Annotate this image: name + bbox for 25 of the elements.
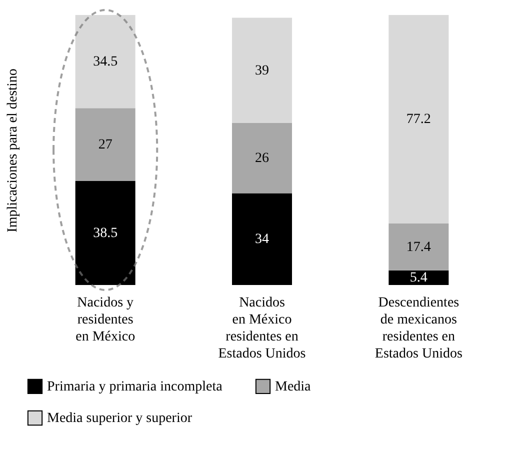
data-label: 26 [255, 151, 269, 166]
bar [75, 108, 136, 182]
data-label: 39 [255, 63, 269, 78]
bar [75, 15, 136, 108]
data-label: 77.2 [406, 112, 431, 128]
bar [388, 15, 449, 224]
bar [75, 181, 136, 285]
bar [388, 270, 449, 285]
x-tick-label: Nacidos en México residentes en Estados Unidos [218, 296, 306, 362]
data-label: 17.4 [406, 240, 431, 255]
data-label: 5.4 [410, 270, 428, 286]
legend-label: Media superior y superior [47, 411, 192, 426]
x-tick-label: Descendientes de mexicanos residentes en Estados Unidos [374, 296, 462, 362]
data-label: 34 [255, 232, 269, 248]
bar [388, 223, 449, 270]
bar [232, 193, 292, 285]
data-label: 38.5 [93, 226, 118, 242]
legend-label: Primaria y primaria incompleta [47, 379, 224, 394]
legend-label: Media [275, 379, 312, 394]
data-label: 34.5 [93, 54, 118, 70]
bar [232, 18, 292, 123]
data-label: 27 [98, 138, 112, 153]
bar [232, 123, 292, 194]
y-axis-title: Implicaciones para el destino [6, 68, 20, 232]
x-tick-label: Nacidos y residentes en México [76, 296, 136, 344]
